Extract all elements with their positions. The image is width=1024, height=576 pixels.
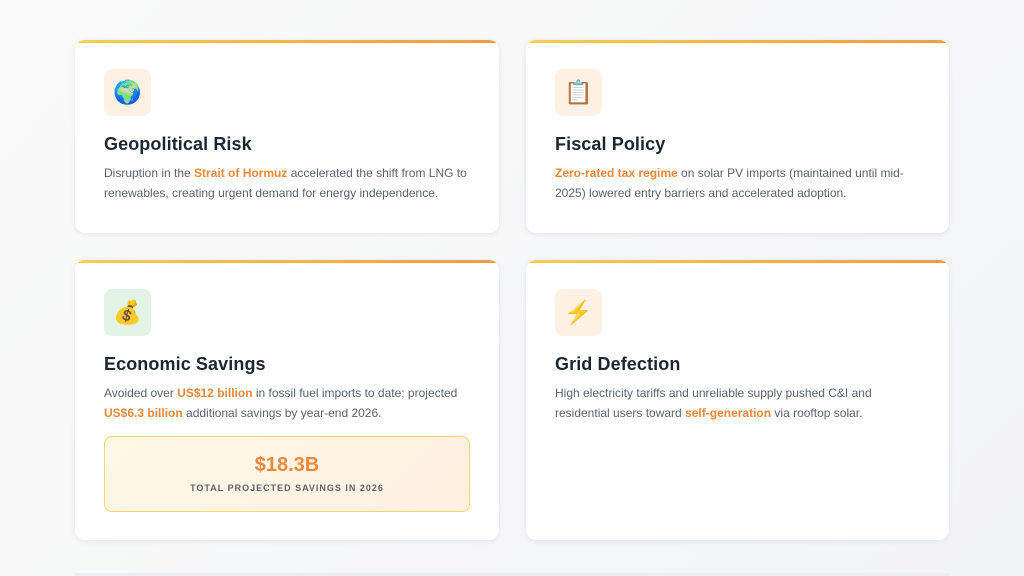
card-economic-savings: 💰 Economic Savings Avoided over US$12 bi… xyxy=(75,260,499,540)
stat-value: $18.3B xyxy=(254,454,320,476)
lightning-icon: ⚡ xyxy=(555,289,602,336)
text: Disruption in the xyxy=(104,166,195,180)
card-grid: 🌍 Geopolitical Risk Disruption in the St… xyxy=(75,40,949,540)
card-description: Zero-rated tax regime on solar PV import… xyxy=(555,164,920,203)
card-description: High electricity tariffs and unreliable … xyxy=(555,384,920,423)
stat-label: TOTAL PROJECTED SAVINGS IN 2026 xyxy=(190,483,384,493)
card-title: Economic Savings xyxy=(104,354,266,374)
text: via rooftop solar. xyxy=(771,405,863,420)
card-title: Grid Defection xyxy=(555,354,681,374)
highlight: Zero-rated tax regime xyxy=(555,166,678,180)
card-description: Avoided over US$12 billion in fossil fue… xyxy=(104,384,470,423)
card-geopolitical-risk: 🌍 Geopolitical Risk Disruption in the St… xyxy=(75,40,499,233)
text: High electricity tariffs and unreliable … xyxy=(555,386,872,420)
text: on solar PV imports (maintained until mi… xyxy=(555,166,904,200)
highlight: self-generation xyxy=(685,405,772,420)
card-description: Disruption in the Strait of Hormuz accel… xyxy=(104,164,470,203)
highlight: US$12 billion xyxy=(177,386,253,400)
card-grid-defection: ⚡ Grid Defection High electricity tariff… xyxy=(526,260,949,540)
text: accelerated the shift from LNG to renewa… xyxy=(104,166,467,200)
card-title: Fiscal Policy xyxy=(555,134,666,154)
card-title: Geopolitical Risk xyxy=(104,134,252,154)
savings-stat-box: $18.3B TOTAL PROJECTED SAVINGS IN 2026 xyxy=(104,436,470,512)
money-bag-icon: 💰 xyxy=(104,289,151,336)
text: in fossil fuel imports to date; projecte… xyxy=(252,386,458,400)
text: additional savings by year-end 2026. xyxy=(182,405,382,420)
highlight: US$6.3 billion xyxy=(104,405,183,420)
divider xyxy=(75,573,949,576)
highlight: Strait of Hormuz xyxy=(194,166,288,180)
clipboard-icon: 📋 xyxy=(555,69,602,116)
card-fiscal-policy: 📋 Fiscal Policy Zero-rated tax regime on… xyxy=(526,40,949,233)
globe-icon: 🌍 xyxy=(104,69,151,116)
text: Avoided over xyxy=(104,386,178,400)
